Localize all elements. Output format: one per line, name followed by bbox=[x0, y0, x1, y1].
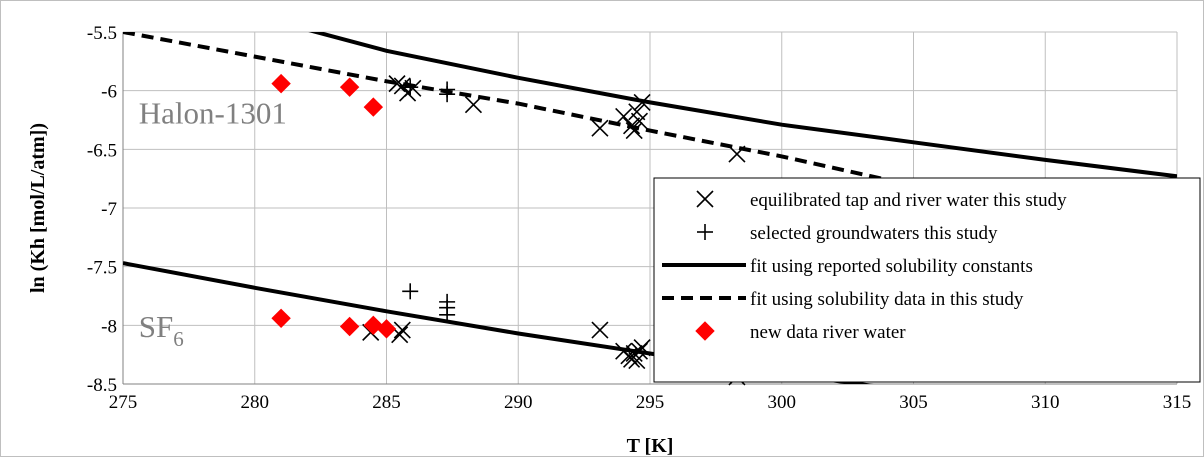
tap-data-point bbox=[464, 96, 483, 114]
tap-data-point bbox=[622, 117, 641, 135]
x-tick-label: 315 bbox=[1163, 392, 1192, 413]
sf6-annotation-subscript: 6 bbox=[173, 327, 184, 351]
x-marker-stroke bbox=[464, 96, 483, 114]
tap-data-point bbox=[591, 119, 609, 137]
legend-label-river: new data river water bbox=[750, 322, 906, 343]
legend-symbol-river bbox=[695, 321, 715, 341]
ground-data-point bbox=[439, 86, 456, 103]
x-marker-stroke bbox=[628, 103, 646, 121]
river-data-point bbox=[339, 316, 360, 337]
y-tick-label: -8 bbox=[101, 316, 117, 337]
tap-data-point bbox=[633, 339, 651, 357]
x-marker-stroke bbox=[728, 145, 746, 163]
tap-data-point bbox=[628, 351, 646, 370]
tap-data-point bbox=[728, 145, 746, 163]
x-marker-stroke bbox=[388, 75, 406, 93]
legend-marker-sample bbox=[695, 321, 715, 341]
tap-data-point bbox=[591, 321, 609, 339]
x-marker-stroke bbox=[633, 339, 651, 357]
x-marker-stroke bbox=[393, 77, 411, 95]
x-marker-stroke bbox=[393, 321, 411, 339]
legend-label-fit-reported: fit using reported solubility constants bbox=[750, 256, 1033, 277]
tick-labels: 275 280 285 290 295 300 305 310 315 -5.5 -6 -6.5 -7 -… bbox=[87, 23, 1191, 413]
x-marker-stroke bbox=[633, 93, 651, 111]
river-data-point bbox=[271, 73, 291, 94]
x-marker-stroke bbox=[625, 121, 643, 140]
x-marker-stroke bbox=[630, 112, 649, 130]
y-axis-title: ln (Kh [mol/L/atm]) bbox=[27, 123, 49, 293]
x-marker-stroke bbox=[591, 119, 609, 137]
x-marker-stroke bbox=[625, 344, 643, 363]
river-data-point bbox=[363, 97, 384, 117]
river-data-point bbox=[271, 308, 291, 329]
x-tick-label: 275 bbox=[109, 392, 138, 413]
y-tick-label: -7.5 bbox=[87, 258, 117, 279]
ground-data-point bbox=[402, 283, 419, 300]
legend-symbol-ground bbox=[697, 224, 713, 240]
fit-study-line bbox=[123, 32, 888, 182]
river-data-point bbox=[376, 319, 397, 339]
x-tick-label: 305 bbox=[899, 392, 928, 413]
legend-symbol-tap bbox=[696, 190, 714, 208]
tap-data-point bbox=[388, 75, 406, 93]
y-tick-label: -5.5 bbox=[87, 23, 117, 44]
legend-box bbox=[653, 177, 1201, 383]
tap-data-point bbox=[393, 77, 411, 95]
legend-label-ground: selected groundwaters this study bbox=[750, 223, 998, 244]
tap-data-point bbox=[615, 107, 633, 126]
legend-label-tap: equilibrated tap and river water this st… bbox=[750, 190, 1067, 211]
ground-data-point bbox=[402, 79, 419, 96]
tap-data-point bbox=[625, 121, 643, 140]
legend-marker-sample bbox=[697, 224, 713, 240]
sf6-annotation-base: SF bbox=[139, 309, 173, 344]
x-tick-label: 295 bbox=[636, 392, 665, 413]
legend: equilibrated tap and river water this st… bbox=[653, 177, 1201, 383]
x-marker-stroke bbox=[622, 117, 641, 135]
tap-data-point bbox=[633, 93, 651, 111]
x-tick-label: 310 bbox=[1031, 392, 1060, 413]
x-marker-stroke bbox=[591, 321, 609, 339]
tap-data-point bbox=[393, 321, 411, 339]
halon-annotation: Halon-1301 bbox=[139, 96, 287, 131]
x-marker-stroke bbox=[696, 190, 714, 208]
y-tick-label: -6.5 bbox=[87, 140, 117, 161]
x-marker-stroke bbox=[404, 79, 422, 97]
x-marker-stroke bbox=[391, 326, 409, 344]
y-tick-label: -8.5 bbox=[87, 375, 117, 396]
tap-data-point bbox=[628, 103, 646, 121]
y-tick-label: -7 bbox=[101, 199, 117, 220]
ground-data-point bbox=[439, 306, 456, 323]
x-tick-label: 280 bbox=[241, 392, 270, 413]
tap-data-point bbox=[630, 112, 649, 130]
x-tick-label: 285 bbox=[372, 392, 401, 413]
fit-reported-line bbox=[308, 32, 1177, 179]
tap-data-point bbox=[404, 79, 422, 97]
x-tick-label: 300 bbox=[768, 392, 797, 413]
sf6-annotation: SF6 bbox=[139, 309, 184, 351]
x-marker-stroke bbox=[628, 351, 646, 370]
x-tick-label: 290 bbox=[504, 392, 533, 413]
legend-marker-sample bbox=[696, 190, 714, 208]
river-data-point bbox=[339, 77, 360, 97]
x-axis-title: T [K] bbox=[627, 435, 674, 457]
x-marker-stroke bbox=[615, 107, 633, 126]
data-markers bbox=[271, 73, 746, 386]
legend-label-fit-study: fit using solubility data in this study bbox=[750, 289, 1024, 310]
y-tick-label: -6 bbox=[101, 82, 117, 103]
